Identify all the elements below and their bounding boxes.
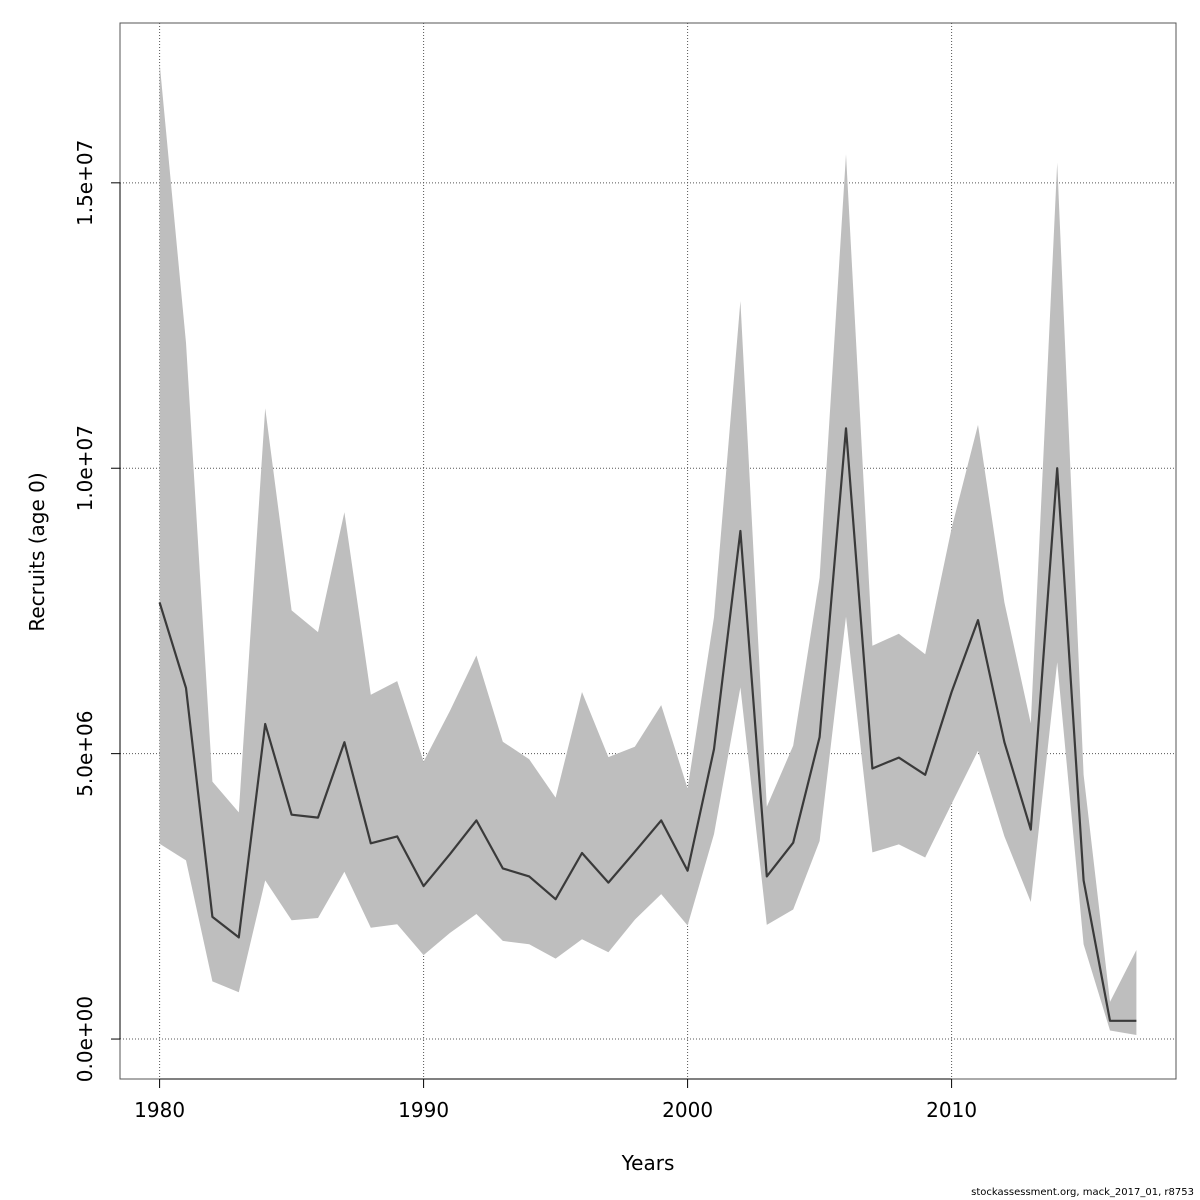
recruits-line: [158, 427, 1137, 1022]
confidence-band: [159, 63, 1137, 1035]
x-tick-label: 1980: [134, 1098, 185, 1122]
y-axis-title: Recruits (age 0): [25, 472, 49, 631]
y-tick-label: 5.0e+06: [73, 710, 97, 796]
y-tick-label: 1.0e+07: [73, 425, 97, 511]
y-tick-label: 0.0e+00: [73, 996, 97, 1082]
x-tick-label: 1990: [398, 1098, 449, 1122]
y-axis: 0.0e+00 5.0e+06 1.0e+07 1.5e+07: [73, 140, 121, 1082]
x-tick-label: 2000: [662, 1098, 713, 1122]
footer-credit: stockassessment.org, mack_2017_01, r8753: [971, 1187, 1194, 1198]
x-axis-title: Years: [621, 1151, 675, 1175]
x-tick-label: 2010: [926, 1098, 977, 1122]
x-axis: 1980 1990 2000 2010: [134, 1078, 977, 1122]
y-tick-label: 1.5e+07: [73, 140, 97, 226]
